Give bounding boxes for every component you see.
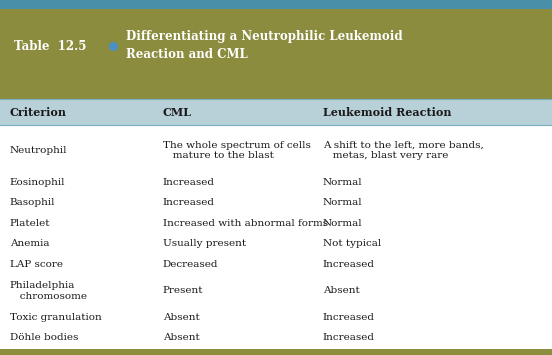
Text: Leukemoid Reaction: Leukemoid Reaction xyxy=(323,107,452,118)
Text: Normal: Normal xyxy=(323,198,363,207)
Text: Differentiating a Neutrophilic Leukemoid
Reaction and CML: Differentiating a Neutrophilic Leukemoid… xyxy=(126,30,402,61)
Text: Absent: Absent xyxy=(163,312,200,322)
FancyBboxPatch shape xyxy=(0,0,552,9)
Text: Platelet: Platelet xyxy=(10,219,50,228)
Text: Toxic granulation: Toxic granulation xyxy=(10,312,102,322)
FancyBboxPatch shape xyxy=(0,99,552,125)
Text: Döhle bodies: Döhle bodies xyxy=(10,333,78,342)
Text: Increased: Increased xyxy=(323,260,375,269)
Text: Neutrophil: Neutrophil xyxy=(10,146,67,155)
Text: CML: CML xyxy=(163,107,192,118)
Text: Increased: Increased xyxy=(163,198,215,207)
Text: Basophil: Basophil xyxy=(10,198,55,207)
Text: Normal: Normal xyxy=(323,178,363,187)
Text: Increased with abnormal forms: Increased with abnormal forms xyxy=(163,219,328,228)
Text: Increased: Increased xyxy=(323,333,375,342)
Text: Increased: Increased xyxy=(163,178,215,187)
Text: Usually present: Usually present xyxy=(163,239,246,248)
Text: Criterion: Criterion xyxy=(10,107,67,118)
Text: Absent: Absent xyxy=(323,286,360,295)
Text: Not typical: Not typical xyxy=(323,239,381,248)
Text: Eosinophil: Eosinophil xyxy=(10,178,66,187)
Text: Increased: Increased xyxy=(323,312,375,322)
FancyBboxPatch shape xyxy=(0,125,552,349)
Text: Normal: Normal xyxy=(323,219,363,228)
Text: Philadelphia
   chromosome: Philadelphia chromosome xyxy=(10,281,87,301)
Text: LAP score: LAP score xyxy=(10,260,63,269)
Text: The whole spectrum of cells
   mature to the blast: The whole spectrum of cells mature to th… xyxy=(163,141,311,160)
FancyBboxPatch shape xyxy=(0,9,552,99)
Text: Table  12.5: Table 12.5 xyxy=(14,40,86,53)
Text: A shift to the left, more bands,
   metas, blast very rare: A shift to the left, more bands, metas, … xyxy=(323,141,484,160)
FancyBboxPatch shape xyxy=(0,349,552,355)
Text: Decreased: Decreased xyxy=(163,260,219,269)
Text: Present: Present xyxy=(163,286,203,295)
Text: Anemia: Anemia xyxy=(10,239,50,248)
Text: Absent: Absent xyxy=(163,333,200,342)
